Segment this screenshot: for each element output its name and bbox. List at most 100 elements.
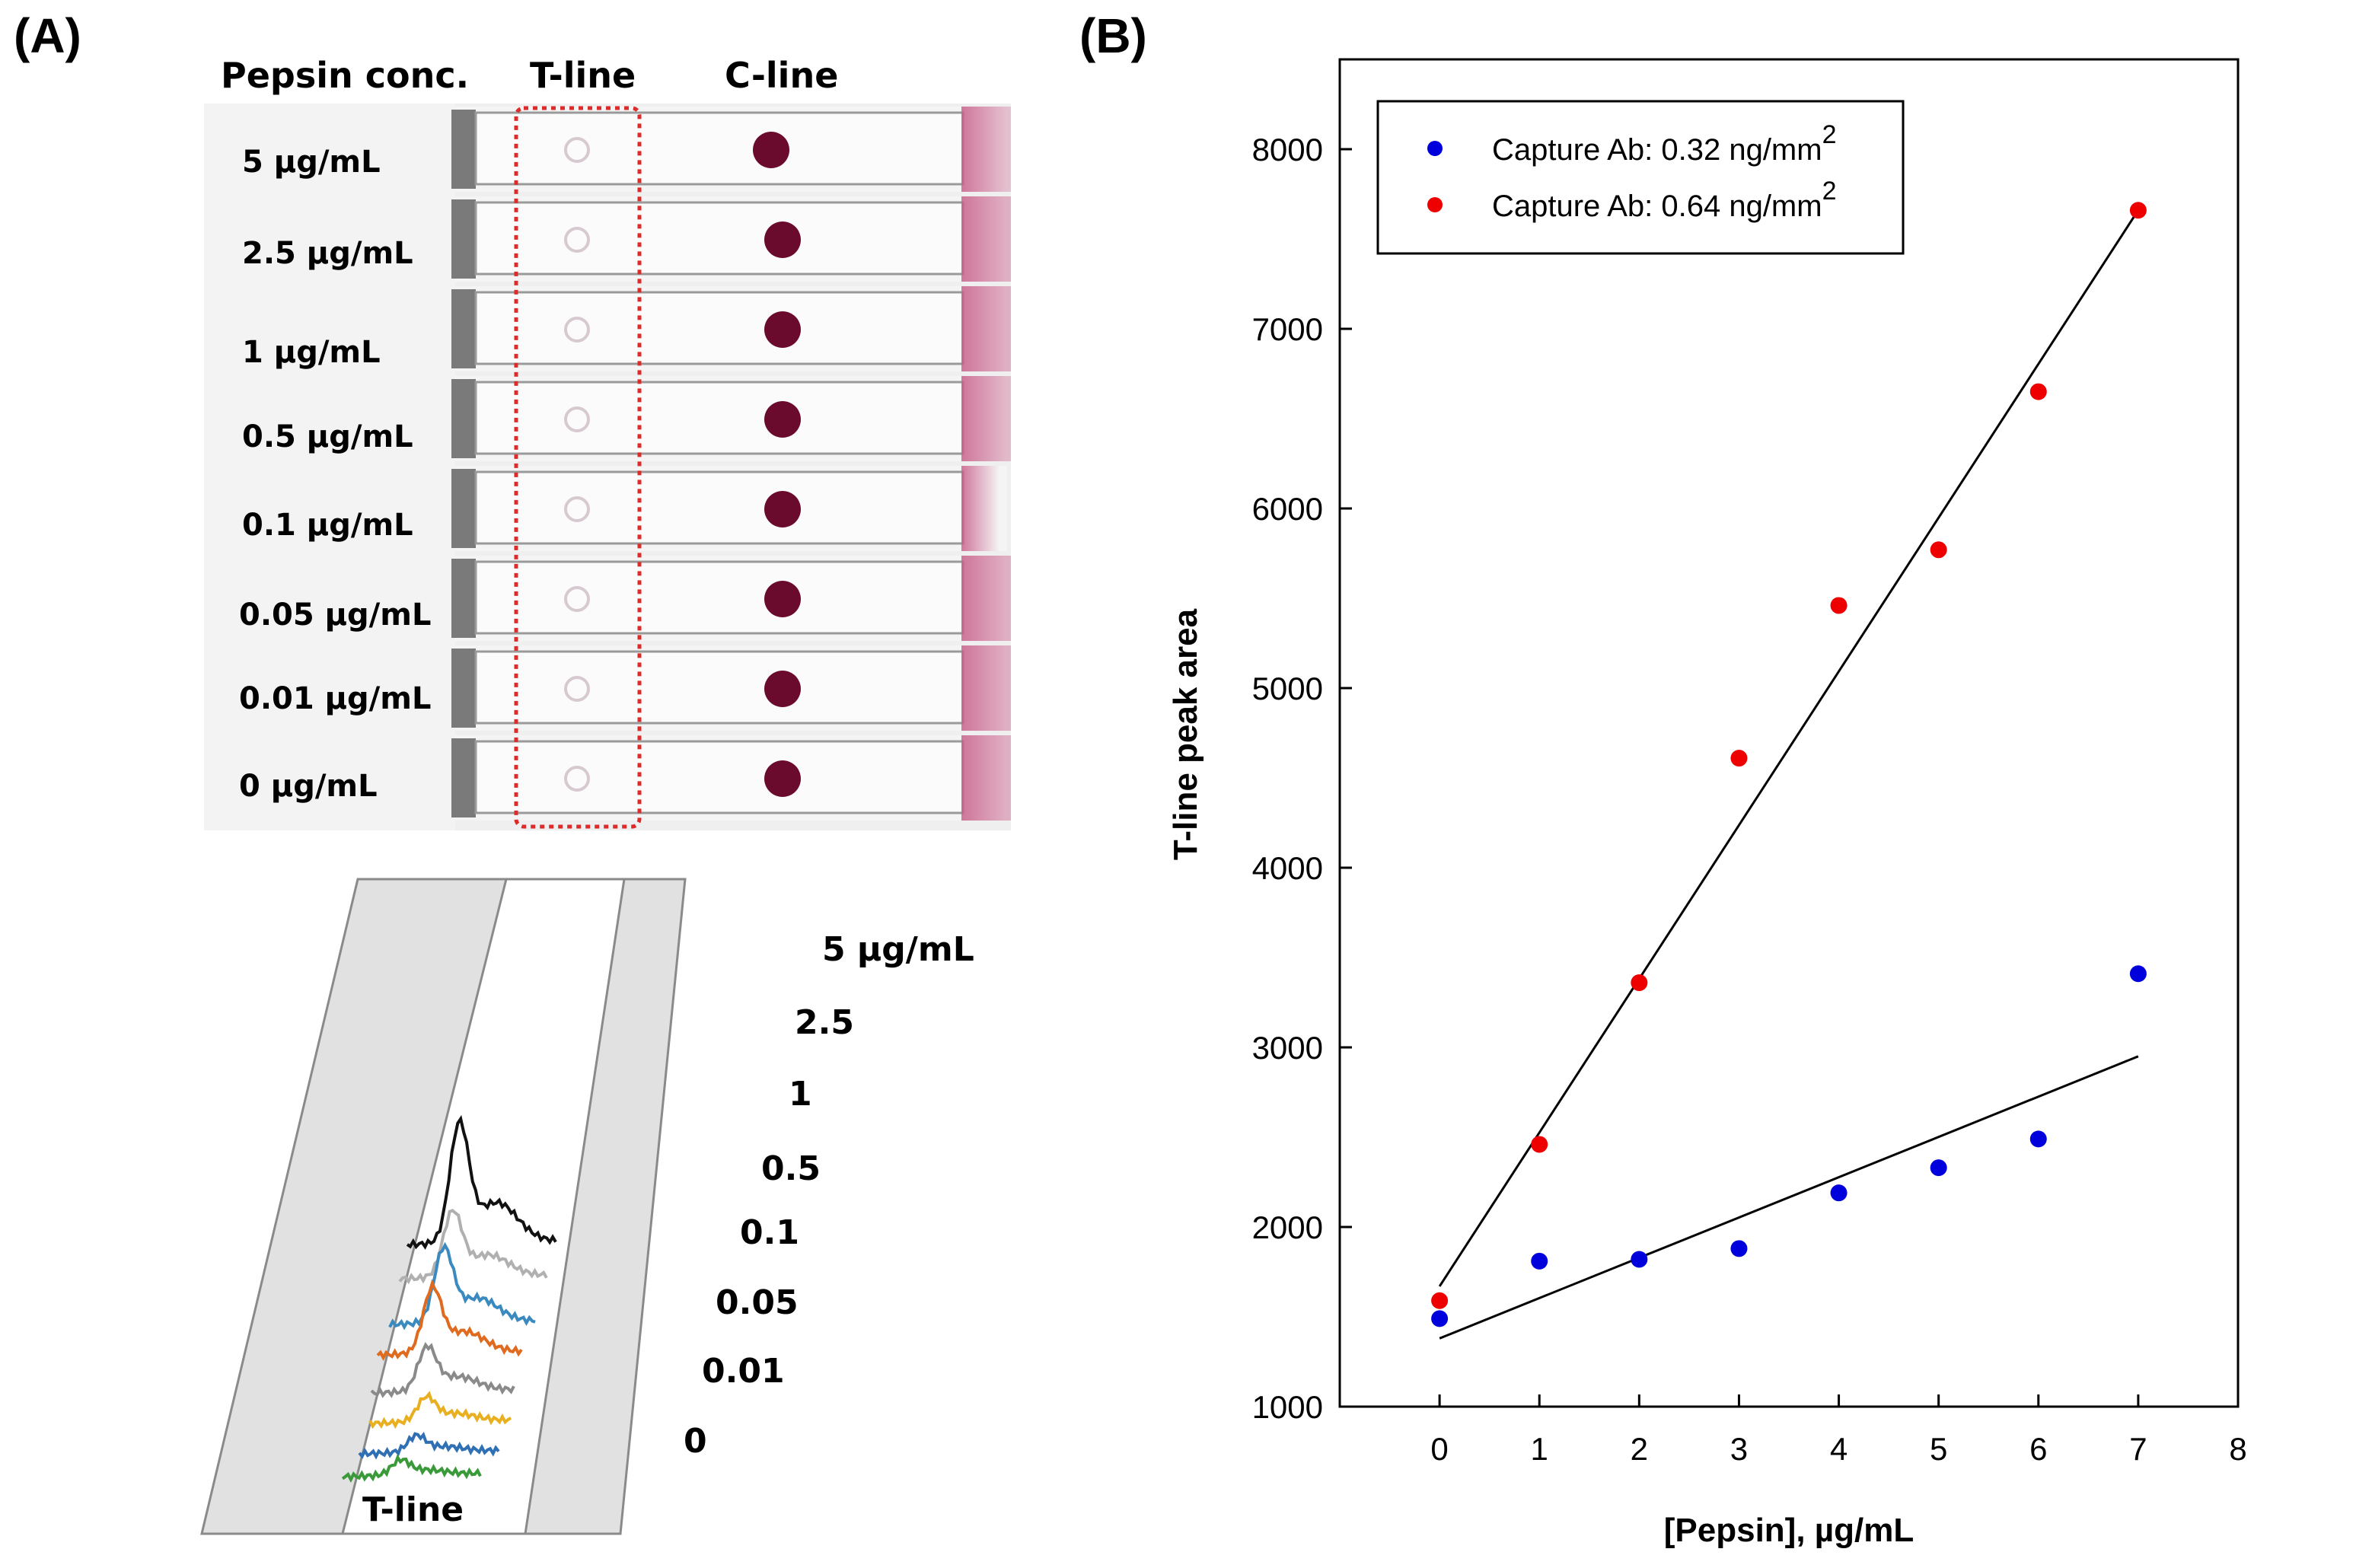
profile-curve xyxy=(370,1341,515,1398)
c-line-header: C-line xyxy=(725,55,839,96)
fit-line xyxy=(1439,1055,2139,1340)
sample-pad-stain xyxy=(961,107,1011,192)
data-point xyxy=(1830,1184,1848,1202)
pepsin-conc-header: Pepsin conc. xyxy=(221,55,470,96)
strip-window xyxy=(474,470,964,545)
strip-window xyxy=(474,291,964,365)
sample-pad-stain xyxy=(961,376,1011,461)
t-line-highlight-box xyxy=(514,106,642,829)
strip-label-2.5: 2.5 µg/mL xyxy=(242,236,413,271)
legend-marker xyxy=(1427,141,1443,156)
y-tick-label: 1000 xyxy=(1252,1389,1323,1425)
y-tick-label: 8000 xyxy=(1252,132,1323,167)
lateral-flow-strip-photo xyxy=(204,104,1011,830)
strip-window xyxy=(474,201,964,276)
y-tick-label: 4000 xyxy=(1252,850,1323,886)
profile-label-2.5: 2.5 xyxy=(795,1003,854,1042)
data-point xyxy=(1431,1292,1449,1309)
t-line-spot xyxy=(564,317,590,343)
sample-pad-stain xyxy=(961,196,1011,282)
x-tick-label: 4 xyxy=(1830,1431,1848,1467)
c-line-spot xyxy=(764,581,801,617)
data-point xyxy=(1531,1136,1548,1153)
profile-curve xyxy=(406,1114,557,1250)
legend-box xyxy=(1376,100,1905,255)
y-tick-label: 7000 xyxy=(1252,311,1323,347)
x-tick-label: 5 xyxy=(1930,1431,1947,1467)
strip-edge xyxy=(451,289,476,368)
scatter-chart: 0 1 2 3 4 5 6 7 8 1000 2000 3000 4000 5000 6000 7000 800… xyxy=(1167,58,2247,1549)
profile-curve xyxy=(388,1241,536,1331)
strip-label-0.1: 0.1 µg/mL xyxy=(242,508,413,543)
y-axis-label: T-line peak area xyxy=(1167,608,1204,860)
strip-window xyxy=(474,381,964,455)
t-line-spot xyxy=(564,766,590,792)
strip-label-0.01: 0.01 µg/mL xyxy=(239,681,432,716)
data-point xyxy=(1631,974,1648,992)
profile-label-1: 1 xyxy=(789,1075,812,1114)
panel-b-label: (B) xyxy=(1079,8,1147,63)
strip-edge xyxy=(451,738,476,817)
strip-label-0: 0 µg/mL xyxy=(239,769,378,804)
data-point xyxy=(1631,1251,1648,1268)
c-line-spot xyxy=(764,760,801,797)
t-line-spot xyxy=(564,586,590,612)
strip-label-0.5: 0.5 µg/mL xyxy=(242,419,413,454)
sample-pad-stain xyxy=(961,466,999,551)
t-line-spot xyxy=(564,137,590,163)
x-tick-label: 0 xyxy=(1430,1431,1448,1467)
profile-curve xyxy=(376,1279,523,1362)
strip-edge xyxy=(451,559,476,638)
x-tick-label: 8 xyxy=(2229,1431,2246,1467)
profile-t-line-label: T-line xyxy=(359,1490,467,1529)
data-point xyxy=(2129,965,2147,983)
plot-area xyxy=(1338,58,2240,1408)
legend-marker xyxy=(1427,197,1443,212)
profile-curve xyxy=(398,1209,548,1285)
c-line-spot xyxy=(764,311,801,348)
profile-label-0.01: 0.01 xyxy=(702,1352,785,1391)
profile-curve xyxy=(358,1431,500,1460)
strip-edge xyxy=(451,649,476,728)
t-line-spot xyxy=(564,406,590,432)
profile-label-0.1: 0.1 xyxy=(740,1213,799,1252)
y-tick-label: 6000 xyxy=(1252,491,1323,527)
profile-label-5: 5 µg/mL xyxy=(822,930,974,969)
sample-pad-stain xyxy=(961,286,1011,371)
profile-curve xyxy=(341,1454,482,1483)
x-axis-label: [Pepsin], µg/mL xyxy=(1664,1512,1914,1549)
sample-pad-stain xyxy=(961,735,1011,821)
y-tick-label: 5000 xyxy=(1252,671,1323,706)
c-line-spot xyxy=(764,491,801,527)
t-line-profile-plot xyxy=(200,878,687,1535)
strip-label-1: 1 µg/mL xyxy=(242,335,381,370)
t-line-spot xyxy=(564,676,590,702)
data-point xyxy=(2129,202,2147,219)
strip-window xyxy=(474,740,964,814)
y-tick-label: 3000 xyxy=(1252,1030,1323,1066)
profile-label-0: 0 xyxy=(684,1422,707,1461)
strip-label-0.05: 0.05 µg/mL xyxy=(239,598,432,633)
data-point xyxy=(1930,1159,1947,1177)
strip-edge xyxy=(451,110,476,189)
strip-edge xyxy=(451,469,476,548)
t-line-header: T-line xyxy=(530,55,636,96)
data-point xyxy=(1730,1240,1748,1257)
c-line-spot xyxy=(764,221,801,258)
strip-window xyxy=(474,111,964,186)
fit-line xyxy=(1438,209,2140,1287)
data-point xyxy=(2029,1130,2047,1148)
profile-label-0.5: 0.5 xyxy=(761,1149,821,1188)
data-point xyxy=(1431,1310,1449,1327)
sample-pad-stain xyxy=(961,645,1011,731)
y-tick-label: 2000 xyxy=(1252,1209,1323,1245)
data-point xyxy=(1930,541,1947,559)
x-tick-label: 7 xyxy=(2129,1431,2147,1467)
strip-window xyxy=(474,560,964,635)
strip-window xyxy=(474,650,964,725)
x-tick-label: 6 xyxy=(2029,1431,2047,1467)
c-line-spot xyxy=(764,671,801,707)
data-point xyxy=(1730,750,1748,767)
strip-label-5: 5 µg/mL xyxy=(242,145,381,180)
